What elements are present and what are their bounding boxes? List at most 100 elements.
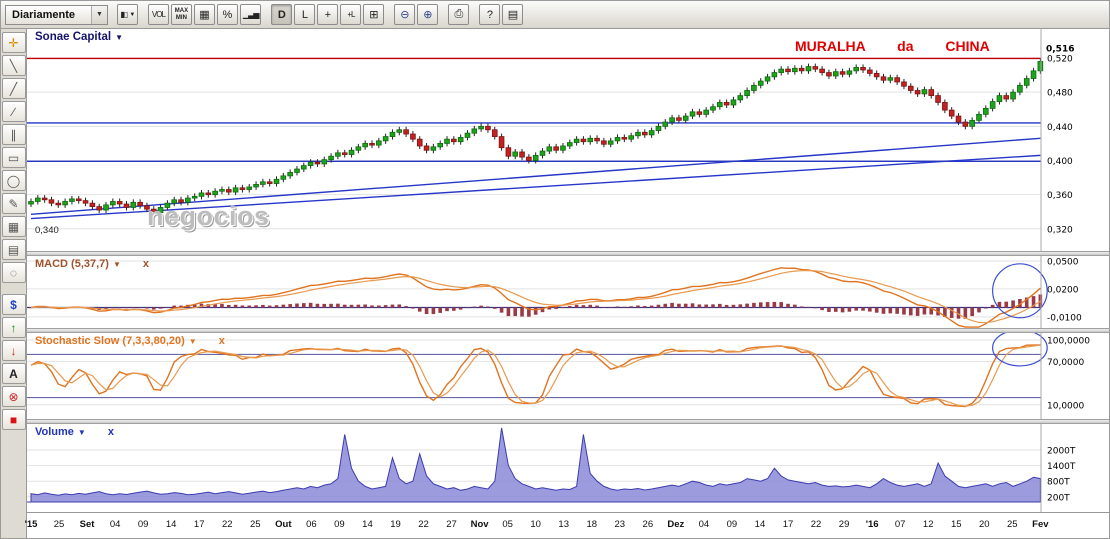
- volume-caret-down-icon[interactable]: ▼: [77, 428, 86, 437]
- color-swatch-tool-button[interactable]: ■: [1, 409, 26, 430]
- line-tool-button[interactable]: ╲: [1, 55, 26, 76]
- add-study-button[interactable]: ⊞: [363, 4, 385, 25]
- x-axis-label: 22: [221, 519, 233, 530]
- x-axis-label: Nov: [470, 519, 489, 530]
- x-axis-label: '15: [24, 519, 38, 530]
- rectangle-tool-button[interactable]: ▭: [1, 147, 26, 168]
- workspace: ✛ ╲ ╱ ∕ ∥ ▭ ◯ ✎ ▦ ▤ ◌ $ ↑ ↓ A ⊗ ■ Sonae Capital ▼ MURALH…: [1, 29, 1109, 538]
- x-axis-label: '16: [865, 519, 879, 530]
- x-axis-label: 23: [614, 519, 626, 530]
- arrow-up-tool-button[interactable]: ↑: [1, 317, 26, 338]
- x-axis-label: 10: [530, 519, 541, 530]
- freehand-tool-button[interactable]: ✎: [1, 193, 26, 214]
- panel-resize-handle[interactable]: [27, 251, 1109, 256]
- drawing-toolbar: ✛ ╲ ╱ ∕ ∥ ▭ ◯ ✎ ▦ ▤ ◌ $ ↑ ↓ A ⊗ ■: [1, 29, 27, 538]
- panel-resize-handle[interactable]: [27, 419, 1109, 424]
- volume-panel: Volume ▼ x 2000T 1400T 800T 200T: [27, 424, 1109, 512]
- svg-text:0,480: 0,480: [1047, 89, 1073, 99]
- svg-text:10,0000: 10,0000: [1047, 401, 1084, 411]
- x-axis-label: 04: [109, 519, 121, 530]
- x-axis-label: 25: [250, 519, 261, 530]
- zoom-in-button[interactable]: ⊕: [417, 4, 439, 25]
- parallel-channel-tool-button[interactable]: ∥: [1, 124, 26, 145]
- zoom-out-button[interactable]: ⊖: [394, 4, 416, 25]
- horizontal-lines-tool-button[interactable]: ▤: [1, 239, 26, 260]
- ray-tool-button[interactable]: ∕: [1, 101, 26, 122]
- x-axis-label: Out: [275, 519, 292, 530]
- print-button[interactable]: ⎙: [448, 4, 470, 25]
- stochastic-panel-header: Stochastic Slow (7,3,3,80,20) ▼ x: [35, 335, 225, 347]
- svg-text:0,0200: 0,0200: [1047, 285, 1079, 295]
- svg-text:0,520: 0,520: [1047, 55, 1073, 65]
- stochastic-close-button[interactable]: x: [218, 335, 225, 347]
- x-axis-label: 22: [810, 519, 822, 530]
- top-toolbar: Diariamente ▼ ▮▯ ▼ VOL MAX MIN ▦% ▁▃▅ D L + +L ⊞ ⊖ ⊕ ⎙…: [1, 1, 1109, 29]
- svg-text:-0,0100: -0,0100: [1047, 313, 1082, 323]
- ellipse-tool-button[interactable]: ◯: [1, 170, 26, 191]
- crosshair-button[interactable]: +: [317, 4, 339, 25]
- volume-toggle-button[interactable]: VOL: [147, 4, 169, 25]
- symbol-caret-down-icon[interactable]: ▼: [115, 33, 123, 42]
- caret-down-icon: ▼: [129, 11, 135, 18]
- macd-caret-down-icon[interactable]: ▼: [112, 260, 121, 269]
- macd-title[interactable]: MACD (5,37,7): [35, 258, 109, 270]
- period-value: Diariamente: [12, 8, 75, 21]
- x-axis-label: 17: [193, 519, 205, 530]
- grid-button[interactable]: ▦: [193, 4, 215, 25]
- price-chart-plot[interactable]: 0,520 0,480 0,440 0,400 0,360 0,320 0,516: [27, 29, 1109, 251]
- stochastic-chart-plot[interactable]: 100,0000 70,0000 10,0000: [27, 333, 1109, 419]
- trend-line-tool-button[interactable]: ╱: [1, 78, 26, 99]
- stochastic-caret-down-icon[interactable]: ▼: [188, 337, 197, 346]
- x-axis-label: 20: [978, 519, 990, 530]
- x-axis-label: Fev: [1032, 519, 1049, 530]
- volume-close-button[interactable]: x: [107, 426, 114, 438]
- svg-text:100,0000: 100,0000: [1047, 336, 1090, 346]
- arrow-down-tool-button[interactable]: ↓: [1, 340, 26, 361]
- period-dropdown[interactable]: Diariamente ▼: [5, 4, 108, 25]
- x-axis-label: 09: [334, 519, 345, 530]
- symbol-title[interactable]: Sonae Capital: [35, 31, 112, 43]
- x-axis-label: 06: [306, 519, 317, 530]
- x-axis-label: 25: [1007, 519, 1018, 530]
- max-min-button[interactable]: MAX MIN: [170, 4, 192, 25]
- muralha-annotation: MURALHA da CHINA: [795, 38, 990, 54]
- stochastic-title[interactable]: Stochastic Slow (7,3,3,80,20): [35, 335, 185, 347]
- panel-resize-handle[interactable]: [27, 328, 1109, 333]
- x-axis-label: 09: [137, 519, 149, 530]
- x-axis-label: 19: [390, 519, 401, 530]
- crosshair-line-button[interactable]: +L: [340, 4, 362, 25]
- fibonacci-grid-tool-button[interactable]: ▦: [1, 216, 26, 237]
- log-scale-button[interactable]: L: [294, 4, 316, 25]
- x-axis-label: 29: [838, 519, 850, 530]
- macd-chart-plot[interactable]: 0,0500 0,0200 -0,0100: [27, 256, 1109, 328]
- x-axis-label: 09: [726, 519, 738, 530]
- text-tool-button[interactable]: A: [1, 363, 26, 384]
- chart-style-button[interactable]: ▮▯ ▼: [116, 4, 138, 25]
- daily-button[interactable]: D: [271, 4, 293, 25]
- pan-tool-button[interactable]: ✛: [1, 32, 26, 53]
- x-axis-label: 14: [362, 519, 373, 530]
- price-level-label: 0,340: [35, 225, 59, 236]
- svg-text:0,360: 0,360: [1047, 191, 1073, 201]
- delete-tool-button[interactable]: ⊗: [1, 386, 26, 407]
- dotted-circle-tool-button[interactable]: ◌: [1, 262, 26, 283]
- macd-panel-header: MACD (5,37,7) ▼ x: [35, 258, 149, 270]
- svg-text:0,400: 0,400: [1047, 157, 1073, 167]
- volume-chart-plot[interactable]: 2000T 1400T 800T 200T: [27, 424, 1109, 512]
- svg-text:0,320: 0,320: [1047, 225, 1073, 235]
- x-axis-label: 15: [950, 519, 962, 530]
- manual-button[interactable]: ▤: [502, 4, 524, 25]
- x-axis-label: 12: [922, 519, 934, 530]
- indicator-pane-button[interactable]: ▁▃▅: [239, 4, 262, 25]
- volume-title[interactable]: Volume: [35, 426, 74, 438]
- svg-text:0,516: 0,516: [1046, 44, 1074, 54]
- percent-button[interactable]: %: [216, 4, 238, 25]
- help-button[interactable]: ?: [479, 4, 501, 25]
- svg-text:1400T: 1400T: [1047, 462, 1076, 472]
- svg-text:200T: 200T: [1047, 493, 1070, 503]
- price-panel: Sonae Capital ▼ MURALHA da CHINA negocio…: [27, 29, 1109, 251]
- price-panel-header: Sonae Capital ▼: [35, 31, 123, 43]
- x-axis-label: Dez: [667, 519, 685, 530]
- currency-tool-button[interactable]: $: [1, 294, 26, 315]
- macd-close-button[interactable]: x: [142, 258, 150, 270]
